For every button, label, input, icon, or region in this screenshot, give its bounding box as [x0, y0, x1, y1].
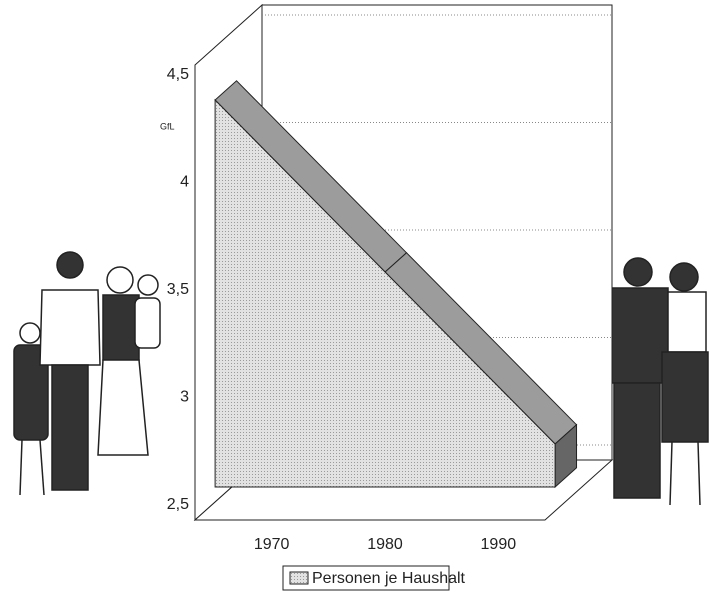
family-illustration [14, 252, 160, 495]
page: GfL 2,5 3 3,5 4 4,5 Personen je Haushalt 1970 1… [0, 0, 709, 595]
y-tick-label: 4,5 [167, 66, 189, 83]
legend-swatch [290, 572, 308, 584]
y-tick-label: 2,5 [167, 496, 189, 513]
y-tick-label: 3 [180, 389, 189, 406]
y-tick-label: 4 [180, 174, 189, 191]
x-tick-label: 1990 [481, 536, 517, 553]
x-tick-label: 1970 [254, 536, 290, 553]
x-tick-label: 1980 [367, 536, 403, 553]
legend: Personen je Haushalt [283, 566, 466, 590]
chart: GfL 2,5 3 3,5 4 4,5 Personen je Haushalt 1970 1… [0, 0, 709, 595]
logo: GfL [160, 121, 175, 131]
couple-illustration [606, 258, 708, 505]
legend-label: Personen je Haushalt [312, 570, 466, 587]
y-tick-label: 3,5 [167, 281, 189, 298]
